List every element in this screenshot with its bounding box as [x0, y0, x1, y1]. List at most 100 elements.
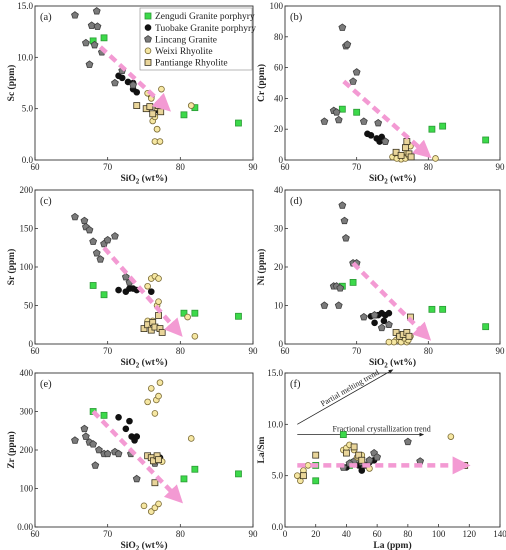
data-point: [91, 461, 100, 469]
series-pantiange: [140, 312, 166, 336]
data-point: [158, 85, 165, 93]
annotation-label: Partial melting trend: [319, 368, 381, 408]
x-tick-label: 70: [352, 162, 362, 172]
panel-label: (d): [290, 196, 303, 207]
data-point: [312, 477, 320, 485]
y-tick-label: 100: [20, 484, 34, 494]
data-point: [300, 472, 307, 480]
data-point: [359, 117, 368, 125]
data-point: [358, 456, 366, 464]
y-tick-label: 15.0: [17, 1, 33, 11]
data-point: [80, 216, 89, 225]
legend: Zengudi Granite porphyry Tuobake Granite …: [139, 7, 256, 71]
data-point: [111, 78, 119, 87]
data-point: [115, 413, 122, 421]
series-lincang: [71, 424, 159, 483]
legend-entry: Tuobake Granite porphyry: [155, 24, 256, 34]
data-point: [385, 320, 393, 329]
data-point: [155, 392, 162, 400]
series-pantiange: [300, 443, 469, 480]
data-point: [115, 286, 122, 294]
legend-marker: [144, 47, 152, 55]
data-point: [156, 138, 164, 145]
x-axis-label: SiO2 (wt%): [369, 173, 416, 186]
data-point: [377, 323, 386, 332]
data-point: [93, 22, 102, 30]
trend-arrow: [98, 45, 171, 112]
x-axis-label: SiO2 (wt%): [369, 357, 416, 370]
y-axis-label: Zr (ppm): [6, 431, 17, 469]
series-tuobake: [115, 285, 155, 295]
plot-frame: [284, 5, 501, 161]
x-tick-label: 60: [281, 346, 291, 356]
data-point: [349, 278, 357, 286]
data-point: [118, 74, 126, 82]
x-tick-label: 60: [31, 162, 41, 172]
x-tick-label: 60: [281, 162, 291, 172]
data-point: [191, 465, 199, 473]
plot-frame: [34, 5, 254, 161]
series-zengudi: [338, 105, 490, 144]
x-tick-label: 70: [103, 529, 113, 539]
series-weixi: [140, 379, 195, 515]
data-point: [304, 462, 312, 469]
data-point: [71, 11, 79, 19]
data-point: [149, 110, 157, 118]
annotation-label: Fractional crystallization trend: [333, 425, 431, 434]
data-point: [80, 424, 89, 433]
data-point: [336, 284, 345, 292]
data-point: [89, 440, 98, 448]
legend-box: [139, 7, 253, 71]
y-tick-label: 100: [20, 262, 34, 272]
y-tick-label: 50: [24, 301, 34, 311]
data-point: [156, 379, 164, 386]
y-tick-label: 0: [279, 155, 284, 165]
data-point: [92, 249, 101, 257]
y-axis-label: Cr (ppm): [256, 64, 267, 102]
y-tick-label: 40: [274, 185, 284, 195]
y-tick-label: 80: [274, 32, 284, 42]
data-point: [191, 309, 199, 317]
x-axis-label: SiO2 (wt%): [120, 173, 167, 186]
data-point: [235, 470, 242, 478]
series-pantiange: [144, 452, 162, 487]
data-point: [103, 235, 112, 244]
data-point: [358, 467, 366, 474]
data-point: [155, 312, 162, 319]
series-zengudi: [312, 431, 358, 485]
series-pantiange: [392, 138, 415, 161]
series-pantiange: [133, 102, 165, 118]
y-tick-label: 100: [270, 1, 284, 11]
x-tick-label: 90: [249, 346, 259, 356]
x-tick-label: 0: [283, 529, 288, 539]
x-tick-label: 20: [311, 529, 321, 539]
legend-entry: Pantiange Rhyolite: [155, 59, 228, 69]
data-point: [146, 103, 154, 111]
panel-f: 0 20 40 60 80 100 120 140 0.0 5.0 10.0 15.0 La (ppm)…: [257, 368, 506, 550]
x-tick-label: 80: [424, 162, 434, 172]
y-tick-label: 40: [274, 93, 284, 103]
data-point: [122, 425, 130, 433]
data-point: [133, 433, 141, 440]
data-point: [114, 449, 123, 458]
data-point: [312, 451, 320, 459]
x-tick-label: 80: [176, 346, 186, 356]
data-point: [85, 225, 94, 234]
y-tick-label: 20: [274, 124, 284, 134]
y-tick-label: 30: [274, 224, 284, 234]
data-point: [155, 500, 162, 508]
data-point: [343, 449, 350, 457]
y-tick-label: 400: [20, 368, 34, 378]
y-tick-label: 200: [20, 185, 34, 195]
data-point: [71, 212, 79, 221]
series-lincang: [71, 7, 137, 89]
data-point: [155, 298, 162, 305]
x-tick-label: 70: [103, 162, 113, 172]
data-point: [381, 137, 390, 145]
data-point: [439, 122, 447, 130]
legend-entry: Weixi Rhyolite: [155, 47, 213, 57]
data-point: [338, 23, 347, 31]
trend-arrow: [91, 409, 183, 504]
y-tick-label: 0: [29, 339, 34, 349]
data-point: [432, 155, 439, 162]
